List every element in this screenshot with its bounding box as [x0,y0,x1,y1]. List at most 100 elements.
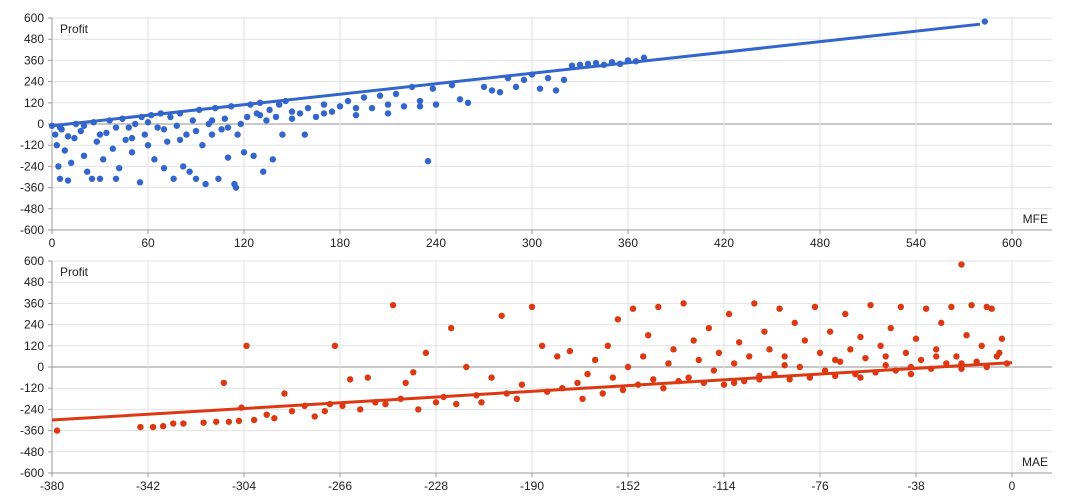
x-tick-label: 360 [618,236,638,250]
data-point [735,339,743,346]
y-tick-label: 480 [24,275,44,289]
data-point [250,416,258,424]
data-point [266,106,273,114]
data-point [811,303,819,311]
data-point [791,319,798,327]
data-point [189,117,196,124]
data-point [336,103,344,110]
data-point [847,346,854,353]
data-point [786,376,793,383]
data-point [269,156,276,163]
data-point [77,127,85,135]
data-point [234,131,241,138]
data-point [933,346,940,353]
data-point [125,124,132,131]
data-point [260,168,267,175]
data-point [224,154,232,161]
data-point [132,120,139,128]
data-point [159,422,167,430]
data-point [176,136,184,144]
data-point [213,418,220,425]
data-point [463,363,470,371]
data-point [320,101,328,108]
data-point [53,427,61,434]
data-point [751,300,758,307]
data-point [281,390,288,397]
data-point [574,379,581,387]
data-point [279,131,286,138]
data-point [296,110,304,117]
x-tick-label: -266 [328,479,352,493]
data-point [639,353,647,360]
y-tick-label: 120 [24,339,44,353]
data-point [720,381,728,388]
x-tick-label: -304 [232,479,256,493]
data-point [271,415,278,422]
y-tick-label: -600 [20,466,44,480]
y-tick-label: -480 [20,445,44,459]
data-point [996,349,1003,357]
x-tick-label: -76 [811,479,829,493]
data-point [93,138,101,145]
x-tick-label: -190 [520,479,544,493]
data-point [710,367,718,374]
data-point [160,126,168,133]
data-point [136,179,144,186]
y-tick-label: 240 [24,75,44,89]
x-tick-label: 180 [330,236,350,250]
data-point [453,400,460,408]
data-point [235,417,243,425]
data-points [48,18,988,191]
data-point [263,411,270,418]
data-point [352,104,360,112]
x-tick-label: -380 [40,479,64,493]
data-point [149,423,157,431]
data-point [344,97,352,105]
y-axis-title: Profit [60,22,89,36]
data-point [796,363,803,371]
data-point [882,362,889,369]
data-point [478,399,485,406]
data-point [192,127,200,135]
data-point [52,131,59,138]
data-point [670,346,677,353]
data-point [988,305,995,312]
data-point [422,349,430,357]
data-point [382,400,389,408]
x-tick-label: -38 [907,479,925,493]
data-point [513,395,521,402]
x-axis-title: MFE [1023,212,1048,226]
data-point [963,332,970,339]
data-point [96,175,104,182]
data-point [410,369,417,376]
data-point [912,335,920,342]
data-point [887,324,894,332]
data-point [645,332,652,339]
y-tick-label: -120 [20,138,44,152]
data-point [480,83,488,91]
data-point [857,333,864,341]
data-point [968,301,975,309]
data-point [240,149,248,156]
data-point [288,108,296,115]
data-point [685,374,692,381]
data-point [518,381,526,388]
data-point [538,342,546,349]
data-point [650,376,657,383]
data-point [560,76,568,84]
data-point [80,122,88,129]
data-point [554,353,561,360]
chart-panel-1: 600 480 360 240 120 0 -120 -240 -360 -480 -600 0 60 1… [20,11,1052,250]
data-point [591,356,599,364]
data-point [84,168,91,175]
data-point [208,131,216,138]
x-tick-label: 60 [141,236,155,250]
data-point [660,385,667,392]
data-point [862,354,869,362]
data-point [842,310,849,318]
data-point [346,376,354,383]
data-point [948,303,955,311]
data-point [376,92,384,99]
data-point [192,175,200,182]
